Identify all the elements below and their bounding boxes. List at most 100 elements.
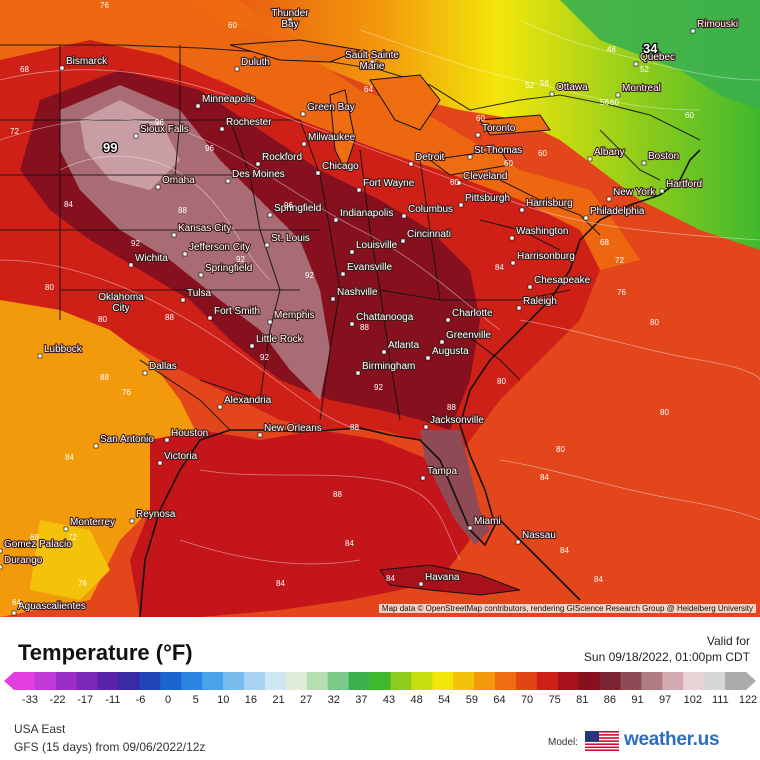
city-marker <box>267 319 273 325</box>
colorbar-tick-label: -22 <box>49 694 66 706</box>
city-name: Durango <box>4 555 43 566</box>
city-tampa: Tampa <box>420 465 459 481</box>
city-jacksonville: Jacksonville <box>423 414 485 430</box>
colorbar-swatch <box>348 672 371 690</box>
isotherm-value-label: 84 <box>64 200 73 209</box>
city-toronto: Toronto <box>475 122 517 138</box>
colorbar-tick-label: 70 <box>520 694 534 706</box>
city-name: Havana <box>425 572 460 583</box>
city-name: Lubbock <box>44 344 83 355</box>
city-name: Bay <box>281 19 298 30</box>
colorbar-swatch <box>599 672 622 690</box>
city-marker <box>180 297 186 303</box>
city-marker <box>37 353 43 359</box>
city-pittsburgh: Pittsburgh <box>458 192 511 208</box>
city-washington: Washington <box>509 225 570 241</box>
city-name: Tulsa <box>187 288 212 299</box>
city-name: Victoria <box>164 451 198 462</box>
city-name: San Antonio <box>100 434 154 445</box>
temperature-map[interactable]: Thunder Bay Bismarck Duluth Sault Sainte Mari… <box>0 0 760 617</box>
city-harrisonburg: Harrisonburg <box>510 250 576 266</box>
city-springfield: Springfield <box>198 262 253 278</box>
colorbar-tick-label: 59 <box>465 694 478 706</box>
city-green-bay: Green Bay <box>300 101 356 117</box>
city-gomez-palacio: Gomez Palacio <box>0 538 73 554</box>
colorbar-swatch <box>557 672 580 690</box>
city-havana: Havana <box>418 571 461 587</box>
colorbar-tick-label: 75 <box>548 694 561 706</box>
city-name: Atlanta <box>388 340 420 351</box>
city-memphis: Memphis <box>267 309 316 325</box>
city-marker <box>527 284 533 290</box>
colorbar-swatch <box>641 672 663 690</box>
isotherm-value-label: 72 <box>10 127 19 136</box>
coastline <box>139 149 701 617</box>
color-scale-bar <box>4 672 756 690</box>
city-marker <box>690 28 696 34</box>
city-name: Springfield <box>274 203 321 214</box>
legend-title: Temperature (°F) <box>18 640 193 665</box>
isotherm-value-label: 52 <box>640 65 649 74</box>
city-marker <box>381 349 387 355</box>
isotherm-value-label: 84 <box>386 574 395 583</box>
city-tulsa: Tulsa <box>180 287 213 303</box>
city-minneapolis: Minneapolis <box>195 93 256 109</box>
isotherm-value-label: 80 <box>45 283 54 292</box>
city-name: Springfield <box>205 263 252 274</box>
colorbar-tick-label: 97 <box>659 694 672 706</box>
colorbar-swatch <box>264 672 287 690</box>
city-marker <box>633 61 639 67</box>
city-marker <box>330 296 336 302</box>
city-marker <box>333 217 339 223</box>
city-marker <box>93 443 99 449</box>
colorbar-swatch <box>495 672 517 690</box>
colorbar-swatch <box>76 672 99 690</box>
city-birmingham: Birmingham <box>355 360 416 376</box>
city-st-louis: St. Louis <box>264 232 311 248</box>
colorbar-swatch <box>118 672 141 690</box>
colorbar-swatch <box>181 672 203 690</box>
colorbar-swatch <box>55 672 78 690</box>
city-lubbock: Lubbock <box>37 343 84 359</box>
city-name: Omaha <box>162 175 195 186</box>
isotherm-value-label: 60 <box>538 149 547 158</box>
isotherm-value-label: 88 <box>447 403 456 412</box>
isotherm-value-label: 80 <box>660 408 669 417</box>
city-marker <box>182 251 188 257</box>
city-raleigh: Raleigh <box>516 295 558 311</box>
city-marker <box>315 170 321 176</box>
colorbar-tick-label: 27 <box>300 694 313 706</box>
city-charlotte: Charlotte <box>445 307 494 323</box>
city-name: Rimouski <box>697 19 738 30</box>
model-label: Model: <box>548 737 579 748</box>
colorbar-tick-label: 48 <box>410 694 423 706</box>
city-marker <box>217 404 223 410</box>
city-st-thomas: St Thomas <box>467 144 523 160</box>
isotherm-value-label: 84 <box>276 579 285 588</box>
city-alexandria: Alexandria <box>217 394 273 410</box>
colorbar-tick-label: 111 <box>712 694 729 706</box>
colorbar-swatch <box>536 672 559 690</box>
colorbar-swatch <box>411 672 433 690</box>
city-marker <box>456 180 462 186</box>
city-marker <box>587 156 593 162</box>
colorbar-tick-label: -33 <box>22 694 38 706</box>
city-name: Reynosa <box>136 509 176 520</box>
city-marker <box>515 539 521 545</box>
city-name: Montreal <box>622 83 661 94</box>
weather-us-logo[interactable]: weather.us <box>624 729 720 750</box>
city-marker <box>659 188 665 194</box>
city-marker <box>300 111 306 117</box>
city-name: Philadelphia <box>590 206 645 217</box>
city-evansville: Evansville <box>340 261 394 277</box>
city-rockford: Rockford <box>255 151 303 167</box>
map-attribution[interactable]: Map data © OpenStreetMap contributors, r… <box>378 604 756 613</box>
isotherm-value-label: 96 <box>284 201 293 210</box>
city-marker <box>234 66 240 72</box>
city-marker <box>509 235 515 241</box>
colorbar-swatch <box>160 672 182 690</box>
colorbar-swatch <box>139 672 161 690</box>
city-new-orleans: New Orleans <box>257 422 323 438</box>
